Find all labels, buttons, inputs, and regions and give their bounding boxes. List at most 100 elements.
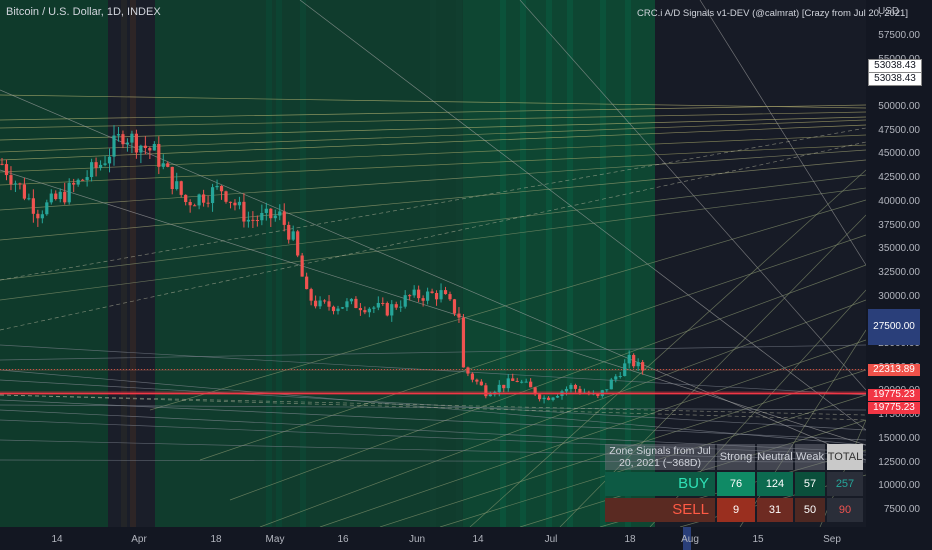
candle-body [98, 164, 103, 168]
candle-body [193, 205, 197, 207]
candle-body [251, 219, 255, 221]
candle-body [327, 301, 331, 307]
buy-total: 257 [827, 472, 863, 496]
price-tick-label: 15000.00 [878, 432, 920, 444]
header-neutral: Neutral [757, 444, 793, 470]
fan-line [0, 187, 867, 301]
candle-body [152, 144, 156, 151]
fan-line [0, 149, 867, 211]
zone-stripe [600, 0, 606, 527]
sell-total: 90 [827, 498, 863, 522]
time-tick-label: Apr [131, 534, 147, 545]
price-tick-label: 35000.00 [878, 243, 920, 255]
fan-line [469, 169, 867, 528]
candle-body [632, 354, 636, 367]
candle-body [448, 294, 452, 300]
fan-line [0, 174, 867, 281]
candle-body [394, 304, 398, 308]
candle-body [170, 166, 174, 190]
candle-body [318, 300, 322, 307]
candle-body [296, 231, 300, 256]
candle-body [269, 208, 273, 219]
candle-body [358, 308, 362, 311]
candle-body [403, 295, 407, 307]
zone-stripe [546, 0, 552, 527]
dashed-trend-line [0, 141, 867, 331]
candle-body [264, 208, 268, 213]
candle-body [166, 163, 170, 167]
zone-stripe [130, 0, 136, 527]
candle-body [90, 162, 94, 178]
candle-body [452, 299, 457, 314]
candle-body [408, 295, 412, 297]
fan-line [0, 399, 867, 441]
zone-stripe [121, 0, 127, 527]
candle-body [331, 306, 336, 312]
price-tag-resistance-2: 53038.43 [868, 72, 922, 86]
price-tag-support-2: 19775.23 [868, 402, 920, 414]
indicator-label[interactable]: CRC.i A/D Signals v1-DEV (@calmrat) [Cra… [637, 8, 908, 19]
candle-body [215, 185, 219, 188]
candle-body [107, 156, 112, 164]
candle-body [466, 367, 470, 374]
price-tag-crosshair: 27500.00 [868, 309, 920, 345]
candle-body [506, 378, 510, 389]
fan-line [379, 369, 867, 528]
candle-body [461, 317, 466, 368]
candle-body [385, 302, 389, 316]
candle-body [524, 381, 528, 383]
fan-line [149, 199, 867, 411]
candle-body [340, 307, 345, 309]
fan-line [0, 169, 867, 446]
candle-body [291, 231, 295, 240]
sell-weak: 50 [795, 498, 825, 522]
header-strong: Strong [717, 444, 755, 470]
fan-line [0, 144, 867, 186]
candle-body [309, 289, 313, 301]
fan-line [0, 419, 867, 456]
candle-body [314, 300, 318, 307]
sell-strong: 9 [717, 498, 755, 522]
candle-body [161, 163, 165, 167]
candle-body [67, 182, 71, 203]
zone-stripe [266, 0, 272, 527]
time-tick-label: Aug [681, 534, 699, 545]
candle-body [184, 194, 188, 203]
time-tick-label: 18 [210, 534, 222, 545]
price-tick-label: 7500.00 [883, 503, 920, 515]
candle-body [457, 313, 461, 318]
candle-body [363, 310, 367, 313]
fan-line [0, 459, 867, 463]
candle-body [618, 376, 622, 378]
candle-body [305, 276, 309, 290]
price-tick-label: 37500.00 [878, 219, 920, 231]
candle-body [228, 201, 233, 203]
candle-body [345, 301, 349, 308]
fan-line [0, 439, 867, 461]
symbol-title[interactable]: Bitcoin / U.S. Dollar, 1D, INDEX [6, 6, 161, 18]
candle-body [497, 384, 501, 393]
zone-band [0, 0, 108, 527]
candle-body [426, 291, 430, 301]
candle-body [412, 289, 416, 296]
candle-body [475, 379, 479, 382]
candle-body [242, 201, 246, 222]
zone-stripe [500, 0, 506, 527]
candle-body [81, 179, 85, 181]
candle-body [125, 142, 130, 145]
candle-body [376, 302, 380, 308]
candle-body [533, 387, 537, 395]
price-tag-support-1: 19775.23 [868, 389, 920, 401]
candle-body [72, 182, 76, 185]
candle-body [470, 373, 474, 380]
buy-weak: 57 [795, 472, 825, 496]
zone-stripe [520, 0, 526, 527]
sell-neutral: 31 [757, 498, 793, 522]
candle-body [0, 163, 4, 165]
candle-body [605, 389, 609, 391]
candle-body [417, 289, 421, 299]
candle-body [139, 145, 143, 153]
candle-body [237, 201, 242, 206]
candle-body [22, 184, 26, 199]
